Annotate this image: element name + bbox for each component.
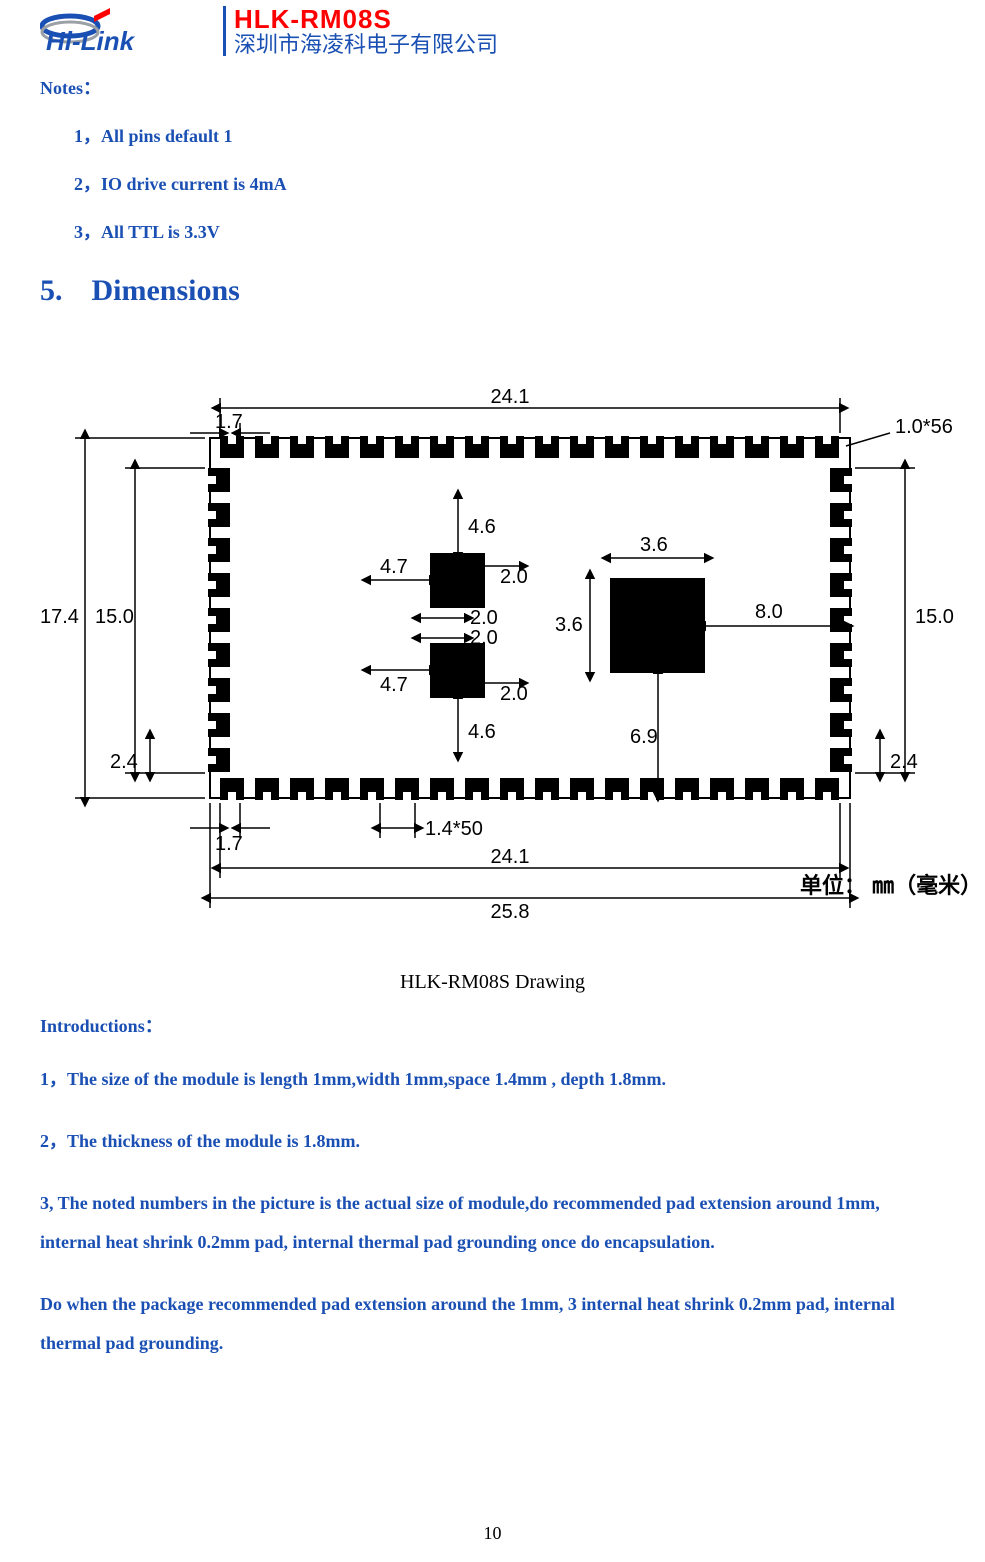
svg-text:24.1: 24.1 [491, 846, 530, 868]
note-item: 1，All pins default 1 [74, 122, 945, 148]
svg-text:4.6: 4.6 [468, 516, 496, 538]
pads-bottom [220, 778, 839, 800]
chip-small-2 [430, 643, 485, 698]
note-item: 2，IO drive current is 4mA [74, 170, 945, 196]
intro-line: 2，The thickness of the module is 1.8mm. [40, 1122, 945, 1162]
intro-line: 3, The noted numbers in the picture is t… [40, 1184, 945, 1263]
header: Hi-Link HLK-RM08S 深圳市海凌科电子有限公司 [40, 0, 945, 56]
svg-text:2.0: 2.0 [470, 627, 498, 649]
section-number: 5. [40, 274, 84, 308]
header-divider [223, 6, 226, 56]
pads-left [208, 468, 230, 772]
header-text: HLK-RM08S 深圳市海凌科电子有限公司 [234, 6, 498, 56]
svg-text:2.0: 2.0 [500, 566, 528, 588]
note-item: 3，All TTL is 3.3V [74, 218, 945, 244]
section-heading: 5. Dimensions [40, 274, 945, 308]
svg-text:2.4: 2.4 [110, 751, 138, 773]
svg-text:1.4*50: 1.4*50 [425, 818, 483, 840]
svg-text:4.7: 4.7 [380, 674, 408, 696]
svg-text:24.1: 24.1 [491, 386, 530, 408]
svg-text:25.8: 25.8 [491, 901, 530, 923]
page-number: 10 [0, 1523, 985, 1544]
dimensions-diagram: 4.6 4.7 2.0 2.0 2.0 4.7 2.0 [40, 378, 945, 943]
svg-text:4.7: 4.7 [380, 556, 408, 578]
svg-text:1.0*56: 1.0*56 [895, 416, 953, 438]
logo: Hi-Link [40, 6, 215, 56]
notes-heading: Notes： [40, 74, 945, 100]
pads-top [220, 436, 839, 458]
company-name: 深圳市海凌科电子有限公司 [234, 33, 498, 56]
svg-text:3.6: 3.6 [640, 534, 668, 556]
svg-text:3.6: 3.6 [555, 614, 583, 636]
svg-text:单位： ㎜（毫米）: 单位： ㎜（毫米） [800, 873, 982, 898]
svg-text:2.4: 2.4 [890, 751, 918, 773]
hilink-logo-icon: Hi-Link [40, 6, 215, 56]
svg-text:1.7: 1.7 [215, 833, 243, 855]
svg-text:15.0: 15.0 [95, 606, 134, 628]
diagram-caption: HLK-RM08S Drawing [40, 971, 945, 994]
chip-small-1 [430, 553, 485, 608]
svg-text:Hi-Link: Hi-Link [46, 26, 136, 56]
svg-text:2.0: 2.0 [470, 607, 498, 629]
svg-text:8.0: 8.0 [755, 601, 783, 623]
intro-line: 1，The size of the module is length 1mm,w… [40, 1060, 945, 1100]
intro-heading: Introductions： [40, 1012, 945, 1038]
dimensions-svg: 4.6 4.7 2.0 2.0 2.0 4.7 2.0 [40, 378, 985, 938]
pads-right [830, 468, 852, 772]
chip-big [610, 578, 705, 673]
svg-text:17.4: 17.4 [40, 606, 79, 628]
svg-text:1.7: 1.7 [215, 411, 243, 433]
product-code: HLK-RM08S [234, 6, 498, 33]
svg-text:4.6: 4.6 [468, 721, 496, 743]
svg-text:6.9: 6.9 [630, 726, 658, 748]
intro-line: Do when the package recommended pad exte… [40, 1285, 945, 1364]
svg-text:15.0: 15.0 [915, 606, 954, 628]
svg-text:2.0: 2.0 [500, 683, 528, 705]
section-title: Dimensions [92, 274, 240, 307]
